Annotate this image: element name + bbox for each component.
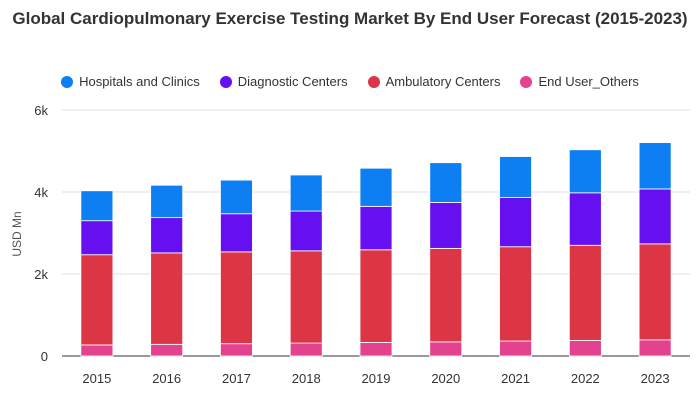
- bar-ambulatory-centers-2023[interactable]: [638, 243, 672, 341]
- bar-ambulatory-centers-2017[interactable]: [220, 251, 253, 345]
- bar-hospitals-and-clinics-2015[interactable]: [80, 190, 114, 222]
- bar-hospitals-and-clinics-2016[interactable]: [150, 184, 184, 219]
- bar-hospitals-and-clinics-2017[interactable]: [220, 179, 253, 215]
- y-tick-label-0: 0: [41, 349, 48, 364]
- y-tick-label-6k: 6k: [34, 103, 48, 118]
- bar-end-user-others-2020[interactable]: [429, 341, 463, 357]
- x-tick-label-2023: 2023: [641, 371, 670, 386]
- legend-item-ambulatory-centers[interactable]: Ambulatory Centers: [367, 74, 501, 89]
- bar-hospitals-and-clinics-2023[interactable]: [638, 142, 672, 190]
- bar-end-user-others-2016[interactable]: [150, 343, 184, 357]
- legend-label-diagnostic-centers: Diagnostic Centers: [237, 74, 348, 89]
- bar-diagnostic-centers-2017[interactable]: [220, 213, 253, 253]
- y-tick-label-4k: 4k: [34, 185, 48, 200]
- x-tick-label-2020: 2020: [431, 371, 460, 386]
- bar-end-user-others-2017[interactable]: [220, 343, 253, 357]
- chart-legend: Hospitals and Clinics Diagnostic Centers…: [0, 74, 700, 89]
- legend-swatch-diagnostic-centers: [219, 75, 232, 88]
- x-axis-ticks: 2015 2016 2017 2018 2019 2020 2021 2022 2023: [82, 371, 669, 386]
- bar-ambulatory-centers-2021[interactable]: [499, 246, 532, 342]
- bar-end-user-others-2018[interactable]: [289, 342, 323, 357]
- bar-end-user-others-2023[interactable]: [638, 339, 672, 357]
- bar-diagnostic-centers-2023[interactable]: [638, 188, 672, 245]
- bar-ambulatory-centers-2018[interactable]: [289, 250, 323, 344]
- legend-swatch-end-user-others: [520, 75, 533, 88]
- legend-label-hospitals-and-clinics: Hospitals and Clinics: [79, 74, 200, 89]
- x-tick-label-2018: 2018: [292, 371, 321, 386]
- y-tick-label-2k: 2k: [34, 267, 48, 282]
- y-axis-title: USD Mn: [10, 211, 24, 256]
- bar-ambulatory-centers-2019[interactable]: [359, 249, 393, 343]
- bar-end-user-others-2021[interactable]: [499, 340, 532, 357]
- bar-diagnostic-centers-2021[interactable]: [499, 197, 532, 248]
- bar-diagnostic-centers-2018[interactable]: [289, 210, 323, 252]
- bar-ambulatory-centers-2020[interactable]: [429, 247, 463, 343]
- bar-hospitals-and-clinics-2019[interactable]: [359, 167, 393, 207]
- bar-diagnostic-centers-2015[interactable]: [80, 220, 114, 256]
- bar-end-user-others-2015[interactable]: [80, 344, 114, 357]
- x-tick-label-2021: 2021: [501, 371, 530, 386]
- bar-diagnostic-centers-2020[interactable]: [429, 202, 463, 249]
- legend-label-ambulatory-centers: Ambulatory Centers: [385, 74, 501, 89]
- legend-swatch-ambulatory-centers: [367, 75, 380, 88]
- x-tick-label-2015: 2015: [82, 371, 111, 386]
- bar-end-user-others-2019[interactable]: [359, 342, 393, 357]
- legend-item-hospitals-and-clinics[interactable]: Hospitals and Clinics: [61, 74, 200, 89]
- bar-hospitals-and-clinics-2018[interactable]: [289, 174, 323, 212]
- x-tick-label-2019: 2019: [362, 371, 391, 386]
- y-axis-ticks: 0 2k 4k 6k: [34, 103, 48, 364]
- legend-item-end-user-others[interactable]: End User_Others: [520, 74, 639, 89]
- bar-end-user-others-2022[interactable]: [568, 340, 602, 357]
- bar-diagnostic-centers-2019[interactable]: [359, 205, 393, 251]
- bar-ambulatory-centers-2022[interactable]: [568, 244, 602, 341]
- bar-diagnostic-centers-2022[interactable]: [568, 192, 602, 246]
- legend-label-end-user-others: End User_Others: [538, 74, 639, 89]
- bar-ambulatory-centers-2016[interactable]: [150, 252, 184, 345]
- chart-title: Global Cardiopulmonary Exercise Testing …: [12, 9, 688, 28]
- x-tick-label-2016: 2016: [152, 371, 181, 386]
- bar-ambulatory-centers-2015[interactable]: [80, 254, 114, 346]
- legend-swatch-hospitals-and-clinics: [61, 75, 74, 88]
- bar-hospitals-and-clinics-2021[interactable]: [499, 156, 532, 198]
- bar-diagnostic-centers-2016[interactable]: [150, 217, 184, 254]
- bar-hospitals-and-clinics-2022[interactable]: [568, 149, 602, 194]
- x-tick-label-2017: 2017: [222, 371, 251, 386]
- bars: [80, 142, 672, 357]
- legend-item-diagnostic-centers[interactable]: Diagnostic Centers: [219, 74, 348, 89]
- bar-hospitals-and-clinics-2020[interactable]: [429, 162, 463, 203]
- x-tick-label-2022: 2022: [571, 371, 600, 386]
